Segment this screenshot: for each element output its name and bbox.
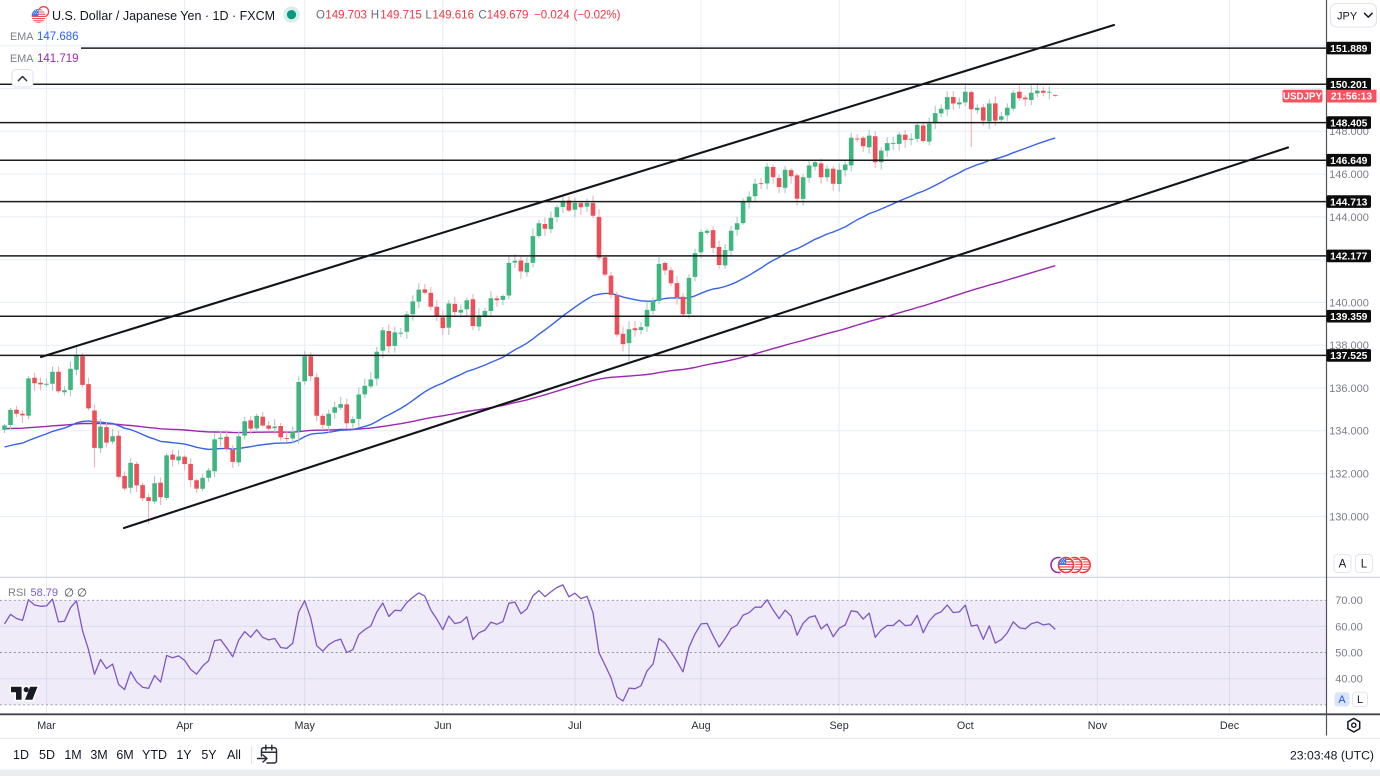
svg-text:137.525: 137.525 — [1330, 351, 1367, 362]
svg-text:21:56:13: 21:56:13 — [1331, 92, 1372, 103]
svg-text:40.00: 40.00 — [1335, 674, 1363, 686]
svg-text:−0.024: −0.024 — [534, 10, 570, 22]
svg-text:Aug: Aug — [691, 720, 710, 732]
svg-text:148.000: 148.000 — [1329, 126, 1369, 138]
svg-text:140.000: 140.000 — [1329, 297, 1369, 309]
svg-text:Oct: Oct — [957, 720, 974, 732]
svg-text:L: L — [1357, 694, 1363, 706]
svg-text:151.889: 151.889 — [1330, 44, 1367, 55]
svg-text:Mar: Mar — [37, 720, 56, 732]
svg-text:U.S. Dollar / Japanese Yen · 1: U.S. Dollar / Japanese Yen · 1D · FXCM — [52, 9, 275, 23]
svg-text:149.715: 149.715 — [380, 10, 422, 22]
svg-text:150.201: 150.201 — [1330, 80, 1367, 91]
svg-text:146.649: 146.649 — [1330, 156, 1367, 167]
svg-text:149.616: 149.616 — [432, 10, 474, 22]
svg-text:149.703: 149.703 — [325, 10, 367, 22]
svg-text:A: A — [1339, 559, 1347, 571]
svg-text:130.000: 130.000 — [1329, 511, 1369, 523]
svg-text:147.686: 147.686 — [37, 31, 79, 43]
svg-text:146.000: 146.000 — [1329, 169, 1369, 181]
svg-text:139.359: 139.359 — [1330, 312, 1367, 323]
svg-text:L: L — [1361, 559, 1368, 571]
svg-text:148.405: 148.405 — [1330, 118, 1367, 129]
svg-text:Nov: Nov — [1088, 720, 1108, 732]
svg-text:3M: 3M — [90, 748, 107, 762]
svg-text:C: C — [478, 10, 486, 22]
svg-text:USDJPY: USDJPY — [1283, 91, 1323, 102]
svg-text:144.713: 144.713 — [1330, 197, 1367, 208]
svg-text:5Y: 5Y — [201, 748, 217, 762]
svg-text:All: All — [227, 748, 241, 762]
svg-text:70.00: 70.00 — [1335, 595, 1363, 607]
svg-text:149.679: 149.679 — [487, 10, 529, 22]
svg-text:∅: ∅ — [77, 588, 87, 600]
svg-text:141.719: 141.719 — [37, 53, 79, 65]
svg-text:142.177: 142.177 — [1330, 252, 1367, 263]
svg-text:A: A — [1338, 694, 1346, 706]
svg-text:O: O — [316, 10, 325, 22]
svg-text:EMA: EMA — [10, 53, 34, 65]
svg-text:5D: 5D — [39, 748, 55, 762]
svg-text:50.00: 50.00 — [1335, 647, 1363, 659]
svg-text:L: L — [425, 10, 432, 22]
svg-text:JPY: JPY — [1337, 10, 1358, 22]
svg-text:Jul: Jul — [568, 720, 582, 732]
svg-text:YTD: YTD — [142, 748, 167, 762]
svg-text:58.79: 58.79 — [31, 587, 59, 599]
svg-text:H: H — [371, 10, 379, 22]
svg-text:∅: ∅ — [64, 588, 74, 600]
svg-text:60.00: 60.00 — [1335, 621, 1363, 633]
svg-text:Dec: Dec — [1220, 720, 1240, 732]
svg-text:1M: 1M — [64, 748, 81, 762]
svg-text:Sep: Sep — [829, 720, 848, 732]
svg-text:144.000: 144.000 — [1329, 212, 1369, 224]
svg-text:EMA: EMA — [10, 31, 34, 43]
svg-text:Jun: Jun — [434, 720, 451, 732]
svg-text:132.000: 132.000 — [1329, 469, 1369, 481]
svg-text:6M: 6M — [116, 748, 133, 762]
svg-text:Apr: Apr — [176, 720, 193, 732]
svg-text:1Y: 1Y — [176, 748, 192, 762]
svg-text:136.000: 136.000 — [1329, 383, 1369, 395]
svg-text:134.000: 134.000 — [1329, 426, 1369, 438]
svg-text:RSI: RSI — [8, 587, 26, 599]
svg-text:23:03:48 (UTC): 23:03:48 (UTC) — [1290, 749, 1374, 763]
svg-text:May: May — [294, 720, 315, 732]
svg-text:1D: 1D — [13, 748, 29, 762]
svg-text:(−0.02%): (−0.02%) — [574, 10, 621, 22]
